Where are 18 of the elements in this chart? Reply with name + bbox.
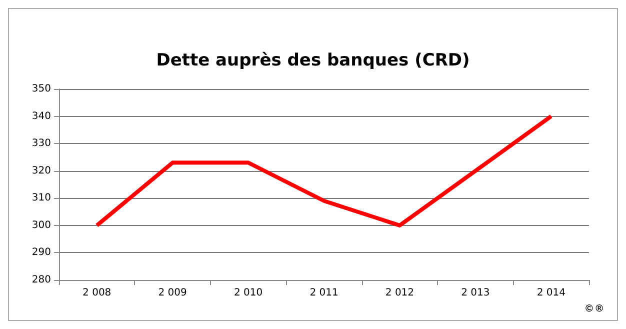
y-tick-label: 280: [32, 274, 51, 286]
x-tick-label: 2 012: [385, 288, 414, 298]
y-tick-label: 340: [32, 110, 51, 122]
y-tick-label: 320: [32, 165, 51, 176]
line-series: [94, 114, 554, 228]
y-tick-label: 300: [32, 220, 51, 231]
y-tick-label: 290: [32, 247, 51, 258]
y-tick-label: 350: [32, 84, 51, 94]
x-tick-label: 2 013: [461, 288, 490, 298]
x-tick-label: 2 010: [234, 288, 263, 298]
x-tick-label: 2 014: [536, 288, 566, 298]
text: © ®: [585, 304, 604, 314]
chart-title: Dette auprès des banques (CRD): [156, 50, 470, 70]
x-tick-label: 2 009: [158, 288, 187, 298]
y-tick-label: 310: [32, 192, 51, 204]
y-tick-label: 330: [32, 138, 51, 150]
x-tick-label: 2 008: [82, 288, 112, 298]
x-tick-label: 2 011: [310, 288, 338, 298]
